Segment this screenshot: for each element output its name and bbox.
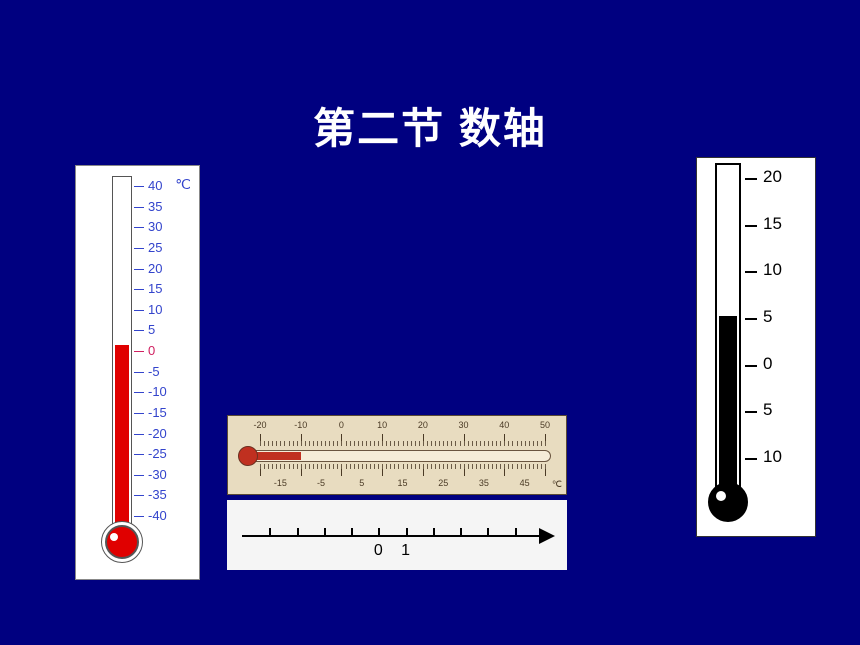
thermo-h-label-top: 10 xyxy=(377,420,387,430)
thermo-left-tick: -30 xyxy=(134,475,194,476)
thermo-right-scale: 20 15 10 5 0 5 10 xyxy=(745,178,805,488)
thermo-left-tick: 15 xyxy=(134,289,194,290)
thermo-left-tick: 0 xyxy=(134,351,194,352)
number-line-tick xyxy=(324,528,326,537)
thermo-h-label-top: 50 xyxy=(540,420,550,430)
thermometer-horizontal: -20 -10 0 10 20 30 40 50 -15 -5 5 15 25 35 45 ℃ xyxy=(227,415,567,495)
thermo-left-bulb xyxy=(105,525,139,559)
thermo-right-tick: 10 xyxy=(745,271,805,272)
thermo-right-bulb-shine xyxy=(716,491,726,501)
thermo-h-label-bottom: 25 xyxy=(438,478,448,488)
thermo-left-tick: 5 xyxy=(134,330,194,331)
thermo-h-label-top: -20 xyxy=(253,420,266,430)
thermo-h-label-top: 20 xyxy=(418,420,428,430)
number-line-tick xyxy=(515,528,517,537)
number-line-tick xyxy=(433,528,435,537)
thermo-left-tick: 30 xyxy=(134,227,194,228)
thermometer-right: 20 15 10 5 0 5 10 xyxy=(696,157,816,537)
thermo-left-tick: -15 xyxy=(134,413,194,414)
thermo-right-tick: 15 xyxy=(745,225,805,226)
thermo-left-tick: 25 xyxy=(134,248,194,249)
thermo-h-label-bottom: 15 xyxy=(397,478,407,488)
number-line-tick xyxy=(406,528,408,537)
number-line-arrow-icon xyxy=(539,528,555,544)
thermo-right-tick: 20 xyxy=(745,178,805,179)
thermo-right-tick: 5 xyxy=(745,318,805,319)
thermo-left-bulb-shine xyxy=(110,533,118,541)
thermo-left-mercury xyxy=(115,345,129,524)
thermo-left-tick: -5 xyxy=(134,372,194,373)
thermo-right-tick: 0 xyxy=(745,365,805,366)
number-line-tick xyxy=(297,528,299,537)
thermo-left-unit: ℃ xyxy=(175,176,191,193)
thermo-h-label-bottom: 35 xyxy=(479,478,489,488)
thermo-h-label-top: 0 xyxy=(339,420,344,430)
thermo-h-label-bottom: 45 xyxy=(520,478,530,488)
number-line-tick xyxy=(460,528,462,537)
thermo-left-tick: -20 xyxy=(134,434,194,435)
thermo-right-bulb xyxy=(708,482,748,522)
thermo-right-tick: 5 xyxy=(745,411,805,412)
thermo-left-tick: 20 xyxy=(134,269,194,270)
page-title: 第二节 数轴 xyxy=(0,95,860,156)
thermo-left-tick: -40 xyxy=(134,516,194,517)
thermo-left-tick: 10 xyxy=(134,310,194,311)
thermo-left-tick: -10 xyxy=(134,392,194,393)
thermometer-left: 4035302520151050-5-10-15-20-25-30-35-40 … xyxy=(75,165,200,580)
thermo-h-label-bottom: -5 xyxy=(317,478,325,488)
thermo-right-tick: 10 xyxy=(745,458,805,459)
thermo-h-scale: -20-1001020304050-15-5515253545 xyxy=(260,424,550,488)
thermo-h-bulb xyxy=(238,446,258,466)
thermo-left-tick: -35 xyxy=(134,495,194,496)
number-line-tick xyxy=(351,528,353,537)
thermo-h-unit: ℃ xyxy=(552,479,562,490)
thermo-h-label-top: 30 xyxy=(459,420,469,430)
thermo-h-label-top: -10 xyxy=(294,420,307,430)
thermo-right-mercury xyxy=(719,316,737,486)
number-line-tick xyxy=(487,528,489,537)
number-line-axis xyxy=(242,535,542,537)
number-line-tick xyxy=(378,528,380,537)
number-line: 01 xyxy=(227,500,567,570)
number-line-label: 1 xyxy=(401,542,410,560)
thermo-h-label-bottom: 5 xyxy=(359,478,364,488)
thermo-h-label-top: 40 xyxy=(499,420,509,430)
thermo-left-scale: 4035302520151050-5-10-15-20-25-30-35-40 xyxy=(134,186,194,526)
thermo-h-label-bottom: -15 xyxy=(274,478,287,488)
number-line-label: 0 xyxy=(374,542,383,560)
thermo-left-tick: -25 xyxy=(134,454,194,455)
thermo-left-tick: 35 xyxy=(134,207,194,208)
number-line-tick xyxy=(269,528,271,537)
